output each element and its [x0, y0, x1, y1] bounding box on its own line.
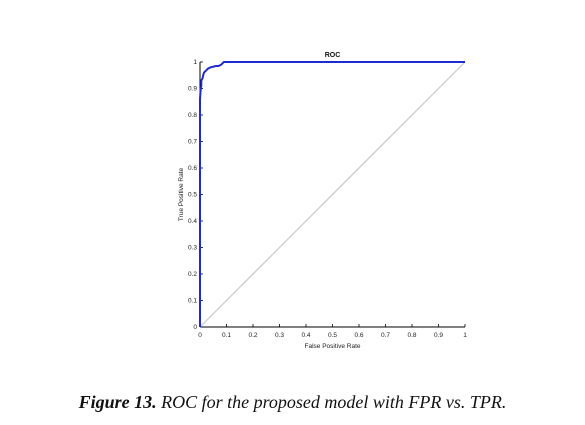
x-tick-label: 0.5	[328, 332, 337, 339]
y-tick-label: 0.6	[188, 165, 197, 172]
x-tick-label: 0	[198, 332, 202, 339]
x-tick-label: 0.7	[381, 332, 390, 339]
y-tick-label: 0.8	[188, 112, 197, 119]
caption-label: Figure 13.	[78, 392, 157, 412]
x-tick-label: 0.2	[248, 332, 257, 339]
y-axis-label: True Positive Rate	[178, 168, 185, 222]
y-tick-label: 0.3	[188, 245, 197, 252]
x-tick-label: 0.6	[354, 332, 363, 339]
roc-chart-svg: 0 0.1 0.2 0.3 0.4 0.5 0.6 0.7 0.8 0.9 1 0 0.1 0.2 0.3 0…	[178, 52, 467, 350]
roc-chart: 0 0.1 0.2 0.3 0.4 0.5 0.6 0.7 0.8 0.9 1 0 0.1 0.2 0.3 0…	[178, 52, 467, 350]
x-tick-label: 0.9	[434, 332, 443, 339]
y-tick-label: 0	[193, 324, 197, 331]
roc-curve-line	[199, 61, 465, 327]
x-axis-label: False Positive Rate	[305, 343, 361, 350]
y-tick-label: 0.4	[188, 218, 197, 225]
x-tick-label: 0.8	[407, 332, 416, 339]
x-tick-label: 0.3	[275, 332, 284, 339]
chart-title: ROC	[325, 52, 341, 59]
x-tick-label: 0.1	[222, 332, 231, 339]
y-tick-label: 0.1	[188, 298, 197, 305]
y-tick-label: 0.7	[188, 139, 197, 146]
diagonal-reference-line	[199, 61, 466, 328]
y-tick-label: 0.2	[188, 271, 197, 278]
y-tick-label: 1	[193, 59, 197, 66]
y-tick-label: 0.5	[188, 192, 197, 199]
x-tick-label: 0.4	[301, 332, 310, 339]
caption-text: ROC for the proposed model with FPR vs. …	[156, 392, 507, 412]
x-tick-label: 1	[463, 332, 467, 339]
figure-caption: Figure 13. ROC for the proposed model wi…	[0, 392, 585, 413]
y-tick-label: 0.9	[188, 86, 197, 93]
